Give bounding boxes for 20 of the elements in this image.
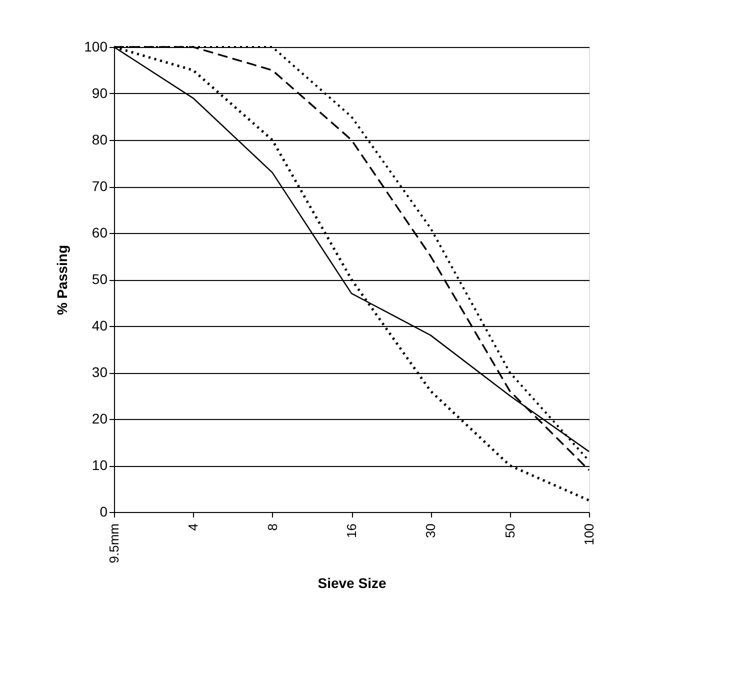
y-tick-label: 30 <box>92 364 108 380</box>
x-tick-label: 100 <box>582 524 596 546</box>
x-tick-label: 8 <box>264 524 280 531</box>
y-tick-label: 70 <box>92 178 108 194</box>
x-axis-title: Sieve Size <box>318 575 386 592</box>
y-axis-title: % Passing <box>54 244 70 316</box>
x-tick-label: 9.5mm <box>106 524 122 564</box>
y-tick-label: 0 <box>100 504 108 520</box>
x-tick-label: 4 <box>186 524 201 531</box>
y-tick-label: 50 <box>92 271 108 287</box>
y-tick-label: 90 <box>92 85 108 101</box>
x-tick-label: 16 <box>344 524 359 538</box>
y-tick-label: 100 <box>84 38 108 54</box>
x-tick-label: 50 <box>502 524 518 538</box>
y-tick-label: 80 <box>92 132 108 148</box>
y-tick-label: 20 <box>92 410 108 426</box>
y-tick-label: 60 <box>92 224 108 240</box>
x-tick-label: 30 <box>423 524 438 538</box>
y-tick-label: 40 <box>92 318 108 334</box>
y-tick-label: 10 <box>92 457 108 473</box>
